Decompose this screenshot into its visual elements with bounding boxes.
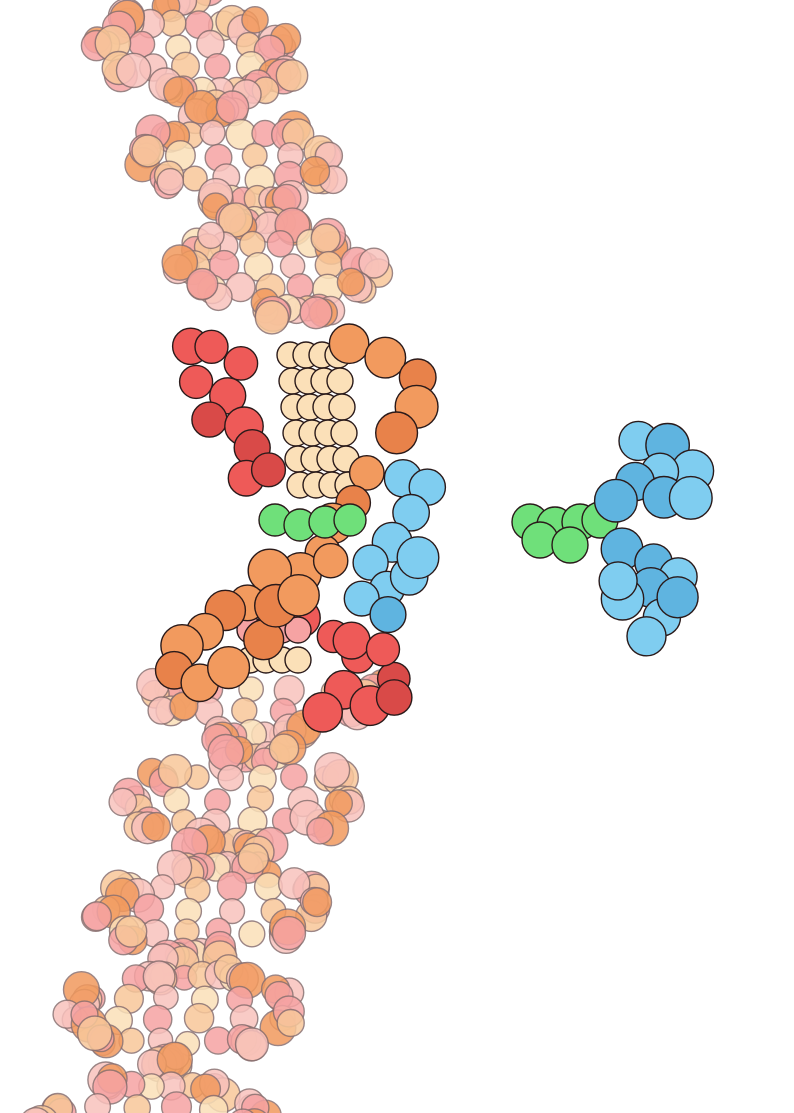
backbone-atom [241,1093,270,1113]
orange-strand-atom [312,542,349,579]
backbone-atom [336,267,366,297]
ligand-core-atom [551,526,589,564]
base-atom [160,1091,193,1113]
red-strand-atom [365,632,401,667]
ligand-arm-atom [392,493,430,532]
base-pair-atom [326,367,354,395]
red-strand-atom [332,621,371,660]
backbone-atom [186,267,219,301]
backbone-atom [108,787,138,817]
backbone-atom [215,90,250,124]
base-atom [216,871,248,902]
ligand-arm-atom [369,595,407,634]
red-strand-atom [250,452,287,488]
backbone-atom [156,167,185,196]
ligand-core-atom [333,503,367,537]
red-strand-atom [178,364,214,400]
red-strand-atom [302,691,343,733]
backbone-atom [183,89,219,125]
base-atom [219,897,246,925]
backbone-atom [277,867,311,900]
free-ligand-molecule [511,420,715,657]
base-atom [266,229,295,258]
backbone-atom [131,134,165,168]
ligand-arm-atom [593,478,638,523]
backbone-atom [161,244,199,281]
base-pair-atom [330,419,358,447]
orange-strand-atom [375,411,419,455]
backbone-atom [197,221,225,250]
backbone-atom [276,1008,305,1038]
base-atom [84,1093,112,1113]
base-atom [198,1094,229,1113]
backbone-atom [81,901,112,932]
dna-helix-binding-site [154,323,439,733]
red-strand-atom [191,401,228,438]
backbone-atom [231,1108,254,1113]
backbone-atom [299,296,333,330]
ligand-arm-atom [668,475,713,520]
base-atom [253,872,283,902]
backbone-atom [268,733,300,765]
backbone-atom [114,915,148,948]
red-strand-atom [223,345,259,381]
red-strand-atom [194,329,229,364]
backbone-atom [254,299,290,335]
ligand-arm-atom [626,616,667,657]
backbone-atom [306,817,334,845]
backbone-atom [157,753,193,789]
base-atom [204,53,231,80]
backbone-atom [237,842,270,875]
backbone-atom [275,59,309,92]
backbone-atom [207,733,245,771]
red-strand-atom [375,679,413,716]
ligand-arm-atom [656,576,699,619]
backbone-atom [115,52,152,89]
backbone-atom [302,887,333,918]
bound-ligand-molecule [258,458,447,634]
backbone-atom [76,1015,113,1052]
ligand-arm-atom [352,544,389,581]
orange-strand-atom [348,454,385,491]
orange-strand-atom [364,336,407,379]
orange-strand-atom [207,645,251,690]
dna-helix-upper-section [80,0,394,335]
base-atom [183,1002,215,1034]
backbone-atom [299,155,331,187]
backbone-atom [23,1107,49,1113]
base-pair-atom [284,646,312,674]
base-pair-atom [284,616,312,644]
dna-helix-lower-section [23,667,397,1113]
base-atom [199,119,226,146]
base-atom [123,1094,151,1113]
base-atom [241,142,268,169]
backbone-atom [314,751,351,789]
backbone-atom [358,247,390,279]
orange-strand-atom [328,323,370,365]
ligand-arm-atom [598,561,638,601]
backbone-atom [271,915,307,951]
backbone-atom [141,811,172,842]
backbone-atom [234,1027,269,1062]
base-atom [238,920,266,948]
base-atom [217,764,245,792]
ligand-arm-atom [396,536,440,580]
backbone-atom [241,5,269,34]
backbone-atom [310,223,341,254]
base-pair-atom [328,393,356,421]
backbone-atom [217,202,254,238]
orange-strand-atom [277,574,320,617]
